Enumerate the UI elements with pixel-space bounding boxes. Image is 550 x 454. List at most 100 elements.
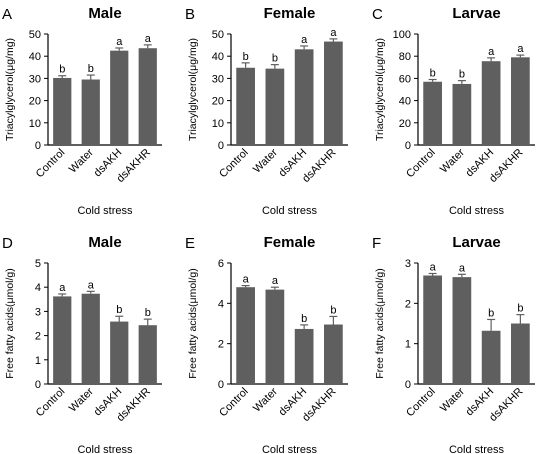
y-axis-label: Free fatty acids(μmol/g) <box>187 268 199 379</box>
bar-dsakhr <box>138 325 157 384</box>
bar-water <box>81 79 100 145</box>
chart-title: Female <box>264 234 316 251</box>
y-tick-label: 3 <box>405 258 411 270</box>
x-axis-label: Cold stress <box>262 444 318 454</box>
y-tick-label: 20 <box>29 96 41 108</box>
bar-control <box>423 275 442 384</box>
y-axis-label: Triacylglycerol(μg/mg) <box>374 38 386 141</box>
y-tick-label: 3 <box>35 306 41 318</box>
y-tick-label: 4 <box>35 282 41 294</box>
y-tick-label: 40 <box>399 96 411 108</box>
bar-control <box>53 77 72 145</box>
panel-letter: B <box>185 6 195 23</box>
chart-title: Larvae <box>452 234 500 251</box>
x-axis-label: Cold stress <box>77 205 133 217</box>
significance-label: a <box>243 274 250 286</box>
y-tick-label: 80 <box>399 51 411 63</box>
bar-dsakh <box>294 49 314 145</box>
y-tick-label: 30 <box>212 73 224 85</box>
chart-panel-c: C Larvae 0 20 40 60 80 100 Triacylglycerol(μg/mg… <box>372 5 535 217</box>
bar-dsakhr <box>324 324 343 384</box>
significance-label: b <box>59 64 65 76</box>
x-axis-label: Cold stress <box>449 205 505 217</box>
bar-water <box>265 289 285 384</box>
x-axis-label: Cold stress <box>77 444 133 454</box>
y-tick-label: 2 <box>405 298 411 310</box>
significance-label: b <box>116 304 122 316</box>
significance-label: a <box>145 33 152 45</box>
y-axis-label: Triacylglycerol(μg/mg) <box>4 38 16 141</box>
y-axis-label: Free fatty acids(μmol/g) <box>374 268 386 379</box>
bar-dsakh <box>481 61 501 145</box>
y-tick-label: 10 <box>29 118 41 130</box>
bar-dsakh <box>110 321 129 384</box>
significance-label: a <box>116 36 123 48</box>
y-tick-label: 60 <box>399 73 411 85</box>
y-tick-label: 50 <box>212 29 224 41</box>
y-tick-label: 0 <box>35 379 41 391</box>
chart-title: Larvae <box>452 5 500 22</box>
significance-label: a <box>59 282 66 294</box>
bar-dsakhr <box>324 41 343 145</box>
significance-label: a <box>488 46 495 58</box>
chart-title: Male <box>88 5 121 22</box>
bar-water <box>81 293 100 384</box>
y-tick-label: 2 <box>35 331 41 343</box>
panel-letter: F <box>372 235 381 252</box>
chart-panel-b: B Female 0 10 20 30 40 50 Triacylglycerol(μg/mg)… <box>185 5 348 217</box>
bar-dsakh <box>481 330 501 384</box>
bar-water <box>265 68 285 145</box>
panel-letter: A <box>2 6 12 23</box>
bar-water <box>452 277 472 384</box>
y-tick-label: 10 <box>212 118 224 130</box>
bar-water <box>452 83 472 145</box>
y-tick-label: 1 <box>35 355 41 367</box>
chart-title: Female <box>264 5 316 22</box>
y-tick-label: 20 <box>399 118 411 130</box>
significance-label: b <box>459 69 465 81</box>
y-tick-label: 1 <box>405 339 411 351</box>
significance-label: a <box>517 43 524 55</box>
x-axis-label: Cold stress <box>449 444 505 454</box>
significance-label: b <box>488 307 494 319</box>
bar-control <box>236 67 255 145</box>
significance-label: a <box>330 27 337 39</box>
y-tick-label: 4 <box>218 298 224 310</box>
bar-control <box>423 81 442 145</box>
chart-panel-a: A Male 0 10 20 30 40 50 Triacylglycerol(μg/mg) b C… <box>2 5 162 217</box>
y-tick-label: 50 <box>29 29 41 41</box>
y-tick-label: 0 <box>405 140 411 152</box>
y-tick-label: 100 <box>393 29 411 41</box>
significance-label: b <box>88 63 94 75</box>
bar-dsakhr <box>138 48 157 145</box>
significance-label: b <box>517 303 523 315</box>
y-tick-label: 5 <box>35 258 41 270</box>
chart-title: Male <box>88 234 121 251</box>
significance-label: a <box>272 275 279 287</box>
significance-label: b <box>330 304 336 316</box>
y-tick-label: 0 <box>218 379 224 391</box>
significance-label: b <box>145 307 151 319</box>
y-tick-label: 0 <box>405 379 411 391</box>
bar-control <box>53 296 72 384</box>
panel-letter: D <box>2 235 13 252</box>
significance-label: b <box>301 313 307 325</box>
bar-dsakhr <box>511 57 530 146</box>
panel-letter: E <box>185 235 195 252</box>
y-tick-label: 2 <box>218 339 224 351</box>
bar-dsakh <box>294 328 314 384</box>
significance-label: a <box>301 34 308 46</box>
panel-letter: C <box>372 6 383 23</box>
y-axis-label: Triacylglycerol(μg/mg) <box>187 38 199 141</box>
y-tick-label: 6 <box>218 258 224 270</box>
bar-dsakhr <box>511 323 530 384</box>
significance-label: b <box>243 51 249 63</box>
significance-label: a <box>430 261 437 273</box>
x-axis-label: Cold stress <box>262 205 318 217</box>
significance-label: a <box>88 279 95 291</box>
y-tick-label: 40 <box>29 51 41 63</box>
y-tick-label: 0 <box>218 140 224 152</box>
